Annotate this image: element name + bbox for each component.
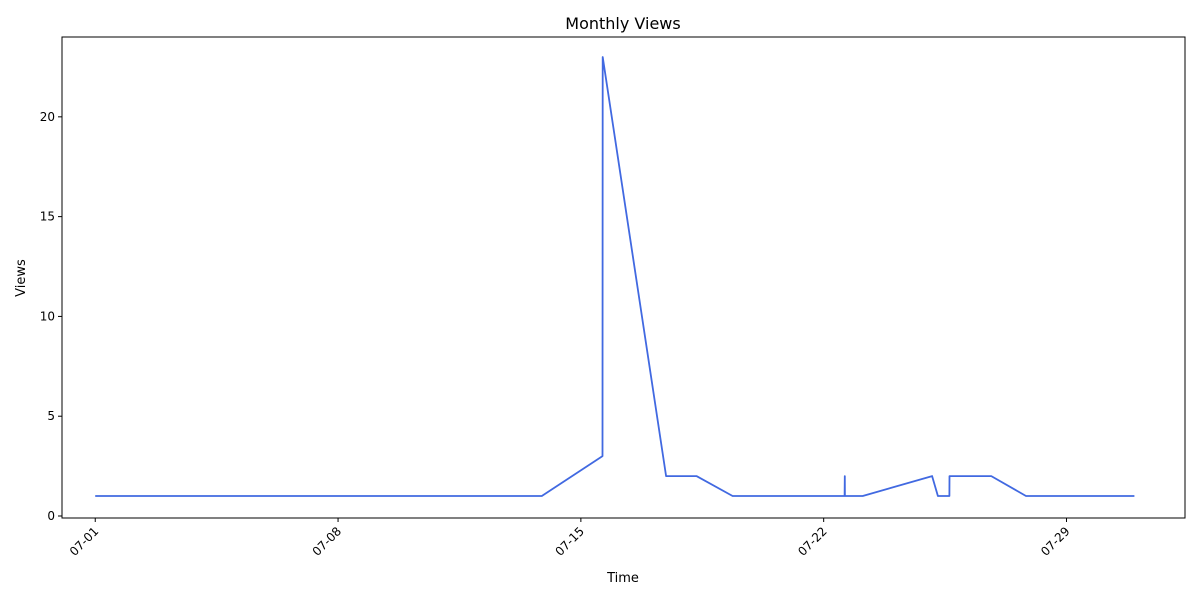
plot-area bbox=[61, 36, 1186, 519]
y-tick-label: 20 bbox=[40, 110, 55, 124]
y-tick-label: 0 bbox=[47, 509, 55, 523]
y-tick-label: 15 bbox=[40, 210, 55, 224]
y-tick-label: 10 bbox=[40, 309, 55, 323]
x-tick-label: 07-15 bbox=[552, 524, 587, 559]
y-tick-label: 5 bbox=[47, 409, 55, 423]
chart-title: Monthly Views bbox=[565, 14, 680, 33]
x-axis-ticks: 07-01 07-08 07-15 07-22 07-29 bbox=[67, 518, 1073, 559]
x-axis-label: Time bbox=[606, 571, 639, 586]
x-tick-label: 07-22 bbox=[795, 524, 830, 559]
y-axis-ticks: 0 5 10 15 20 bbox=[40, 110, 62, 523]
y-axis-label: Views bbox=[14, 259, 29, 297]
x-tick-label: 07-01 bbox=[67, 524, 102, 559]
x-tick-label: 07-29 bbox=[1038, 524, 1073, 559]
x-tick-label: 07-08 bbox=[310, 524, 345, 559]
series-line-views bbox=[95, 56, 1135, 497]
